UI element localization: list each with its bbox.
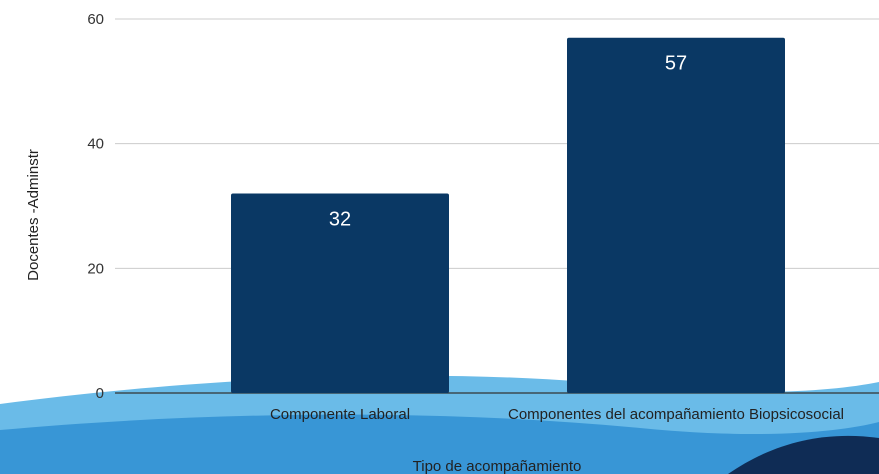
x-axis-labels: Componente Laboral Componentes del acompa… xyxy=(270,406,844,423)
y-tick-label: 40 xyxy=(87,136,104,153)
y-tick-label: 60 xyxy=(87,11,104,28)
y-tick-label: 20 xyxy=(87,260,104,277)
y-axis-title: Docentes -Adminstr xyxy=(25,149,42,281)
x-axis-title: Tipo de acompañamiento xyxy=(413,458,582,474)
bar xyxy=(567,37,785,393)
y-axis-ticks: 0 20 40 60 xyxy=(87,11,104,402)
bars: 32 57 xyxy=(231,37,785,393)
y-tick-label: 0 xyxy=(96,385,104,402)
bar-data-label: 57 xyxy=(665,53,687,75)
x-category-label: Componentes del acompañamiento Biopsicos… xyxy=(508,406,844,423)
bar-data-label: 32 xyxy=(329,209,351,231)
wave-mid xyxy=(0,414,879,474)
x-category-label: Componente Laboral xyxy=(270,406,410,423)
wave-dark xyxy=(728,435,879,474)
background-waves xyxy=(0,375,879,474)
bar xyxy=(231,193,449,393)
